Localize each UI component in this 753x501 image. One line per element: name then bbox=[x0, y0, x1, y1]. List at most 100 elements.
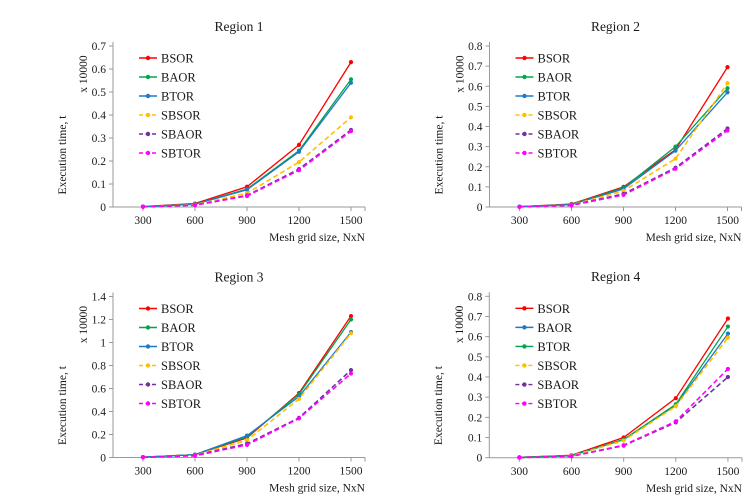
legend-item-sbaor: SBAOR bbox=[515, 128, 580, 142]
data-point bbox=[725, 324, 731, 329]
legend-label: SBAOR bbox=[161, 128, 203, 142]
y-tick-label: 0.6 bbox=[468, 332, 483, 344]
legend-marker bbox=[145, 382, 151, 387]
legend-marker bbox=[522, 74, 527, 80]
y-tick-label: 0.7 bbox=[468, 61, 483, 73]
data-point bbox=[348, 331, 354, 336]
legend-marker bbox=[522, 325, 527, 330]
legend-item-baor: BAOR bbox=[515, 321, 573, 335]
x-axis-title: Mesh grid size, NxN bbox=[269, 232, 366, 244]
legend-label: BAOR bbox=[538, 71, 573, 85]
x-axis-title: Mesh grid size, NxN bbox=[269, 483, 366, 495]
y-axis-multiplier: x 10000 bbox=[455, 55, 467, 93]
region-3-panel: Region 3 0 0.2 0.4 0.6 0.8 1 1.2 1.4 300 600 900 120… bbox=[0, 250, 376, 501]
legend-item-bsor: BSOR bbox=[515, 52, 571, 66]
legend-label: BSOR bbox=[538, 52, 571, 66]
legend-label: SBTOR bbox=[161, 397, 202, 411]
y-tick-label: 0.5 bbox=[468, 101, 483, 113]
x-tick-label: 1500 bbox=[716, 215, 739, 227]
data-point bbox=[348, 60, 354, 65]
region-2-panel: Region 2 0 0.1 0.2 0.3 0.4 0.5 0.6 0.7 0.8 300 600 9… bbox=[376, 0, 753, 250]
chart-title: Region 3 bbox=[214, 270, 263, 285]
region-1-chart: Region 1 0 0.1 0.2 0.3 0.4 0.5 0.6 0.7 300 600 900 1… bbox=[57, 19, 366, 244]
data-point bbox=[725, 335, 731, 340]
data-point bbox=[517, 455, 522, 460]
data-point bbox=[348, 115, 354, 120]
y-axis-multiplier: x 10000 bbox=[78, 55, 90, 93]
x-tick-label: 1200 bbox=[664, 215, 687, 227]
x-tick-label: 900 bbox=[238, 466, 256, 478]
legend-item-btor: BTOR bbox=[139, 90, 195, 104]
data-point bbox=[296, 416, 302, 421]
y-tick-label: 1.2 bbox=[92, 315, 107, 327]
data-point bbox=[569, 454, 574, 459]
legend-marker bbox=[522, 363, 527, 368]
legend-marker bbox=[145, 55, 151, 61]
data-point bbox=[621, 188, 626, 193]
data-point bbox=[348, 80, 354, 85]
legend-label: SBTOR bbox=[538, 147, 579, 161]
y-axis-title: Execution time, t bbox=[57, 115, 69, 195]
legend-label: SBTOR bbox=[161, 147, 202, 161]
data-point bbox=[725, 81, 730, 86]
data-point bbox=[725, 331, 731, 336]
legend-item-baor: BAOR bbox=[515, 71, 573, 85]
legend-label: BAOR bbox=[161, 71, 196, 85]
y-axis-multiplier: x 10000 bbox=[454, 305, 466, 343]
y-tick-label: 0.3 bbox=[468, 392, 483, 404]
y-tick-label: 0.5 bbox=[468, 352, 483, 364]
data-point bbox=[192, 203, 198, 208]
legend-marker bbox=[522, 131, 527, 137]
legend-marker bbox=[145, 93, 151, 99]
y-tick-label: 1 bbox=[100, 338, 106, 350]
x-tick-label: 1500 bbox=[340, 215, 363, 227]
data-point bbox=[244, 433, 250, 438]
data-point bbox=[673, 404, 678, 409]
y-tick-label: 0 bbox=[100, 453, 106, 465]
legend-marker bbox=[522, 344, 527, 349]
y-tick-label: 0.6 bbox=[468, 81, 483, 93]
data-point bbox=[140, 455, 146, 460]
region-1-panel: Region 1 0 0.1 0.2 0.3 0.4 0.5 0.6 0.7 300 600 900 1… bbox=[0, 0, 376, 250]
series-sbtor bbox=[140, 371, 354, 460]
legend-item-baor: BAOR bbox=[139, 71, 196, 85]
axes bbox=[109, 42, 366, 211]
legend-marker bbox=[522, 112, 527, 118]
y-tick-label: 0.5 bbox=[92, 87, 107, 99]
region-3-chart: Region 3 0 0.2 0.4 0.6 0.8 1 1.2 1.4 300 600 900 120… bbox=[57, 270, 366, 495]
x-axis-title: Mesh grid size, NxN bbox=[646, 483, 743, 495]
x-tick-label: 600 bbox=[186, 215, 204, 227]
data-point bbox=[296, 149, 302, 154]
data-point bbox=[621, 438, 626, 443]
data-point bbox=[673, 156, 678, 161]
data-point bbox=[140, 204, 146, 209]
x-tick-label: 300 bbox=[511, 466, 529, 478]
y-tick-label: 0 bbox=[477, 202, 483, 214]
y-tick-label: 0.2 bbox=[92, 430, 107, 442]
legend-label: BSOR bbox=[161, 302, 194, 316]
legend-marker bbox=[522, 306, 527, 311]
x-tick-label: 900 bbox=[615, 466, 633, 478]
data-point bbox=[296, 168, 302, 173]
legend-item-sbsor: SBSOR bbox=[515, 109, 578, 123]
y-tick-label: 0.1 bbox=[92, 179, 107, 191]
legend-marker bbox=[522, 382, 527, 387]
data-point bbox=[673, 166, 678, 171]
series-sbtor bbox=[517, 128, 730, 209]
y-tick-label: 0.4 bbox=[92, 110, 107, 122]
x-tick-label: 900 bbox=[238, 215, 256, 227]
data-point bbox=[673, 396, 678, 401]
legend-marker bbox=[145, 131, 151, 137]
legend-item-bsor: BSOR bbox=[515, 302, 571, 316]
y-tick-label: 1.4 bbox=[92, 292, 107, 304]
data-point bbox=[673, 148, 678, 153]
chart-legend: BSOR BAOR BTOR SBSOR SBAOR SBTOR bbox=[515, 52, 580, 161]
y-tick-label: 0.3 bbox=[92, 133, 107, 145]
legend-marker bbox=[145, 401, 151, 406]
x-tick-label: 1200 bbox=[664, 466, 687, 478]
y-tick-label: 0.8 bbox=[468, 291, 483, 303]
legend-label: BAOR bbox=[161, 321, 196, 335]
legend-item-btor: BTOR bbox=[515, 340, 571, 354]
legend-item-btor: BTOR bbox=[515, 90, 571, 104]
